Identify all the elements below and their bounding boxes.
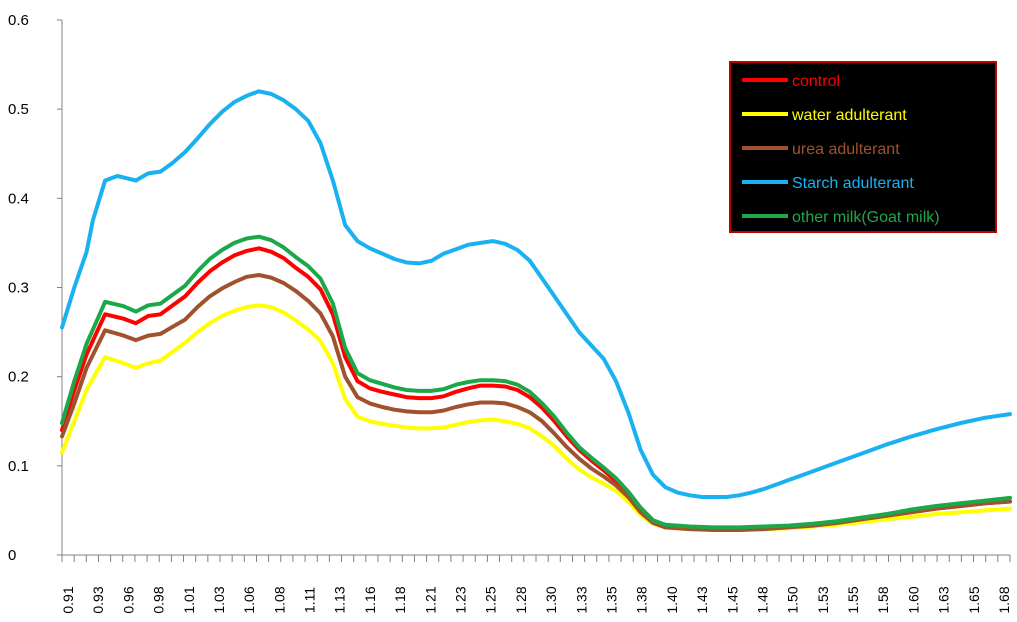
- legend-label: water adulterant: [791, 107, 907, 124]
- x-tick-label: 1.18: [392, 586, 408, 613]
- legend-label: Starch adulterant: [792, 175, 914, 192]
- y-tick-label: 0: [8, 547, 16, 564]
- x-tick-label: 1.68: [996, 586, 1012, 613]
- x-tick-label: 1.21: [422, 586, 438, 613]
- x-tick-label: 1.28: [513, 586, 529, 613]
- x-tick-label: 0.91: [60, 586, 76, 613]
- series-line-0: [60, 246, 1012, 532]
- x-tick-label: 1.30: [543, 586, 559, 613]
- x-tick-label: 1.60: [905, 586, 921, 613]
- x-tick-label: 1.11: [302, 587, 318, 613]
- y-tick-label: 0.1: [8, 458, 29, 475]
- x-tick-label: 1.50: [785, 586, 801, 613]
- x-tick-label: 0.98: [151, 586, 167, 613]
- x-tick-label: 1.13: [332, 586, 348, 613]
- x-tick-label: 1.08: [271, 586, 287, 613]
- x-tick-label: 1.38: [634, 586, 650, 613]
- y-tick-label: 0.5: [8, 101, 29, 118]
- x-tick-label: 1.53: [815, 586, 831, 613]
- series-line-3: [60, 89, 1012, 499]
- legend-label: urea adulterant: [792, 141, 900, 158]
- x-tick-label: 1.06: [241, 586, 257, 613]
- x-axis: 0.91 0.93 0.96 0.98 1.01 1.03 1.06 1.08 1.11 1.13…: [60, 554, 1012, 614]
- x-tick-label: 1.23: [453, 586, 469, 613]
- y-tick-label: 0.3: [8, 280, 29, 297]
- y-tick-label: 0.2: [8, 369, 29, 386]
- y-tick-label: 0.6: [8, 12, 29, 29]
- x-tick-label: 1.25: [483, 586, 499, 613]
- legend: control water adulterant urea adulterant St…: [729, 61, 997, 233]
- x-tick-label: 0.93: [90, 586, 106, 613]
- y-axis: 0 0.1 0.2 0.3 0.4 0.5 0.6: [8, 12, 63, 564]
- x-tick-label: 1.45: [724, 586, 740, 613]
- x-tick-label: 1.43: [694, 586, 710, 613]
- series-line-2: [60, 273, 1012, 532]
- x-tick-label: 1.16: [362, 586, 378, 613]
- legend-label: control: [792, 73, 840, 90]
- x-tick-label: 1.65: [966, 586, 982, 613]
- y-tick-label: 0.4: [8, 190, 29, 207]
- x-tick-label: 1.40: [664, 586, 680, 613]
- x-tick-label: 1.55: [845, 586, 861, 613]
- series-layer: [60, 89, 1012, 532]
- x-tick-label: 1.33: [573, 586, 589, 613]
- x-tick-label: 1.58: [875, 586, 891, 613]
- x-tick-label: 1.48: [754, 586, 770, 613]
- series-line-4: [60, 234, 1012, 530]
- x-tick-label: 1.35: [603, 586, 619, 613]
- x-tick-label: 1.63: [936, 586, 952, 613]
- x-tick-label: 0.96: [120, 586, 136, 613]
- legend-label: other milk(Goat milk): [792, 209, 940, 226]
- x-tick-label: 1.03: [211, 586, 227, 613]
- x-tick-label: 1.01: [181, 586, 197, 613]
